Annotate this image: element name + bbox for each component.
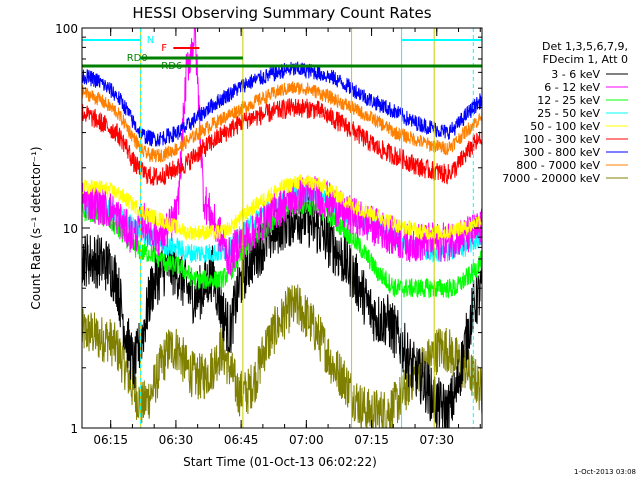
legend-item-label: 50 - 100 keV [530,120,600,133]
y-tick-label: 100 [55,22,78,36]
legend-item-label: 25 - 50 keV [537,107,600,120]
x-tick-label: 06:45 [224,433,259,447]
legend-item-label: 300 - 800 keV [523,146,600,159]
x-tick-label: 07:15 [354,433,389,447]
series-line-5 [82,98,482,186]
series-line-4 [82,174,482,241]
series-line-6 [82,61,482,147]
series-line-7 [82,81,482,163]
x-tick-label: 06:15 [93,433,128,447]
timestamp-label: 1-Oct-2013 03:08 [574,468,636,476]
x-tick-label: 06:30 [159,433,194,447]
legend-item-label: 7000 - 20000 keV [502,172,600,185]
y-tick-label: 10 [63,222,78,236]
series-line-0 [82,192,482,428]
x-tick-label: 07:30 [419,433,454,447]
y-axis-label: Count Rate (s⁻¹ detector⁻¹) [29,146,43,309]
legend-header-line: Det 1,3,5,6,7,9, [542,40,628,53]
legend-item-label: 800 - 7000 keV [516,159,600,172]
legend-item-label: 6 - 12 keV [544,81,600,94]
flag-label-rd6: RD6 [161,61,182,72]
flag-label-rd0: RD0 [127,53,148,64]
chart-title: HESSI Observing Summary Count Rates [132,4,431,22]
y-tick-label: 1 [70,422,78,436]
legend-item-label: 12 - 25 keV [537,94,600,107]
flag-label-f: F [161,43,167,54]
legend-item-label: 3 - 6 keV [551,68,600,81]
legend: Det 1,3,5,6,7,9,FDecim 1, Att 0 3 - 6 keV… [502,40,628,185]
x-axis-label: Start Time (01-Oct-13 06:02:22) [183,455,377,469]
flag-label-n: N [147,35,154,46]
legend-item-label: 100 - 300 keV [523,133,600,146]
x-tick-label: 07:00 [289,433,324,447]
legend-header-line: FDecim 1, Att 0 [543,53,628,66]
